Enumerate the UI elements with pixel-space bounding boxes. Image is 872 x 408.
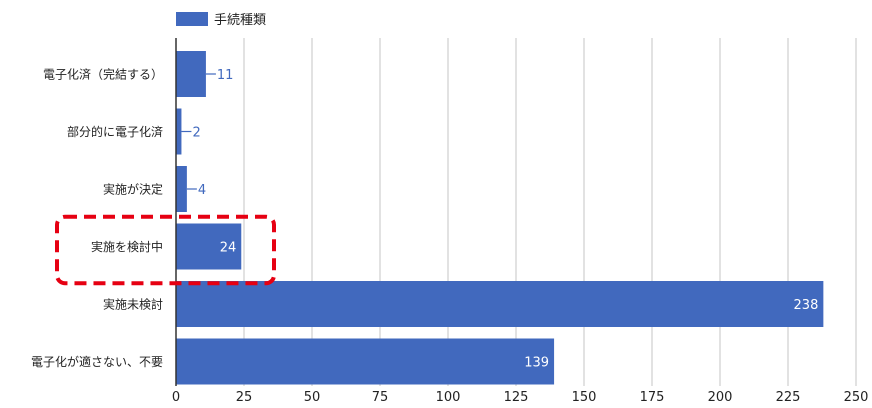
bar	[176, 166, 187, 212]
category-label: 電子化済（完結する）	[43, 67, 163, 82]
bar	[176, 223, 242, 270]
data-label: 238	[794, 298, 819, 313]
category-label: 実施を検討中	[91, 239, 163, 254]
category-label: 実施未検討	[103, 297, 163, 312]
legend-label: 手続種類	[214, 12, 266, 28]
x-tick-label: 100	[436, 390, 461, 405]
bar	[176, 338, 555, 385]
legend: 手続種類	[176, 12, 266, 28]
data-label: 2	[192, 126, 200, 141]
x-tick-label: 200	[708, 390, 733, 405]
x-tick-label: 0	[172, 390, 180, 405]
data-label: 4	[198, 183, 206, 198]
data-label: 139	[524, 356, 549, 371]
bar	[176, 51, 206, 97]
x-tick-label: 175	[640, 390, 665, 405]
x-tick-label: 225	[776, 390, 801, 405]
x-tick-label: 25	[236, 390, 253, 405]
data-label: 11	[217, 68, 234, 83]
category-labels: 電子化済（完結する） 部分的に電子化済実施が決定実施を検討中実施未検討電子化が適さ…	[31, 67, 163, 370]
data-label: 24	[220, 241, 237, 256]
category-label: 実施が決定	[103, 182, 163, 197]
bar	[176, 281, 824, 327]
legend-swatch	[176, 12, 208, 26]
gridlines	[243, 38, 857, 386]
category-label: 部分的に電子化済	[67, 124, 163, 139]
x-tick-label: 250	[844, 390, 869, 405]
x-tick-label: 150	[572, 390, 597, 405]
x-tick-label: 125	[504, 390, 529, 405]
highlight-box	[55, 214, 276, 286]
x-tick-label: 50	[304, 390, 321, 405]
x-tick-label: 75	[372, 390, 389, 405]
x-tick-labels: 0 25 50 75 100 125 150 175 200 225 250	[172, 390, 869, 405]
bar	[176, 108, 182, 155]
category-label: 電子化が適さない、不要	[31, 354, 163, 369]
